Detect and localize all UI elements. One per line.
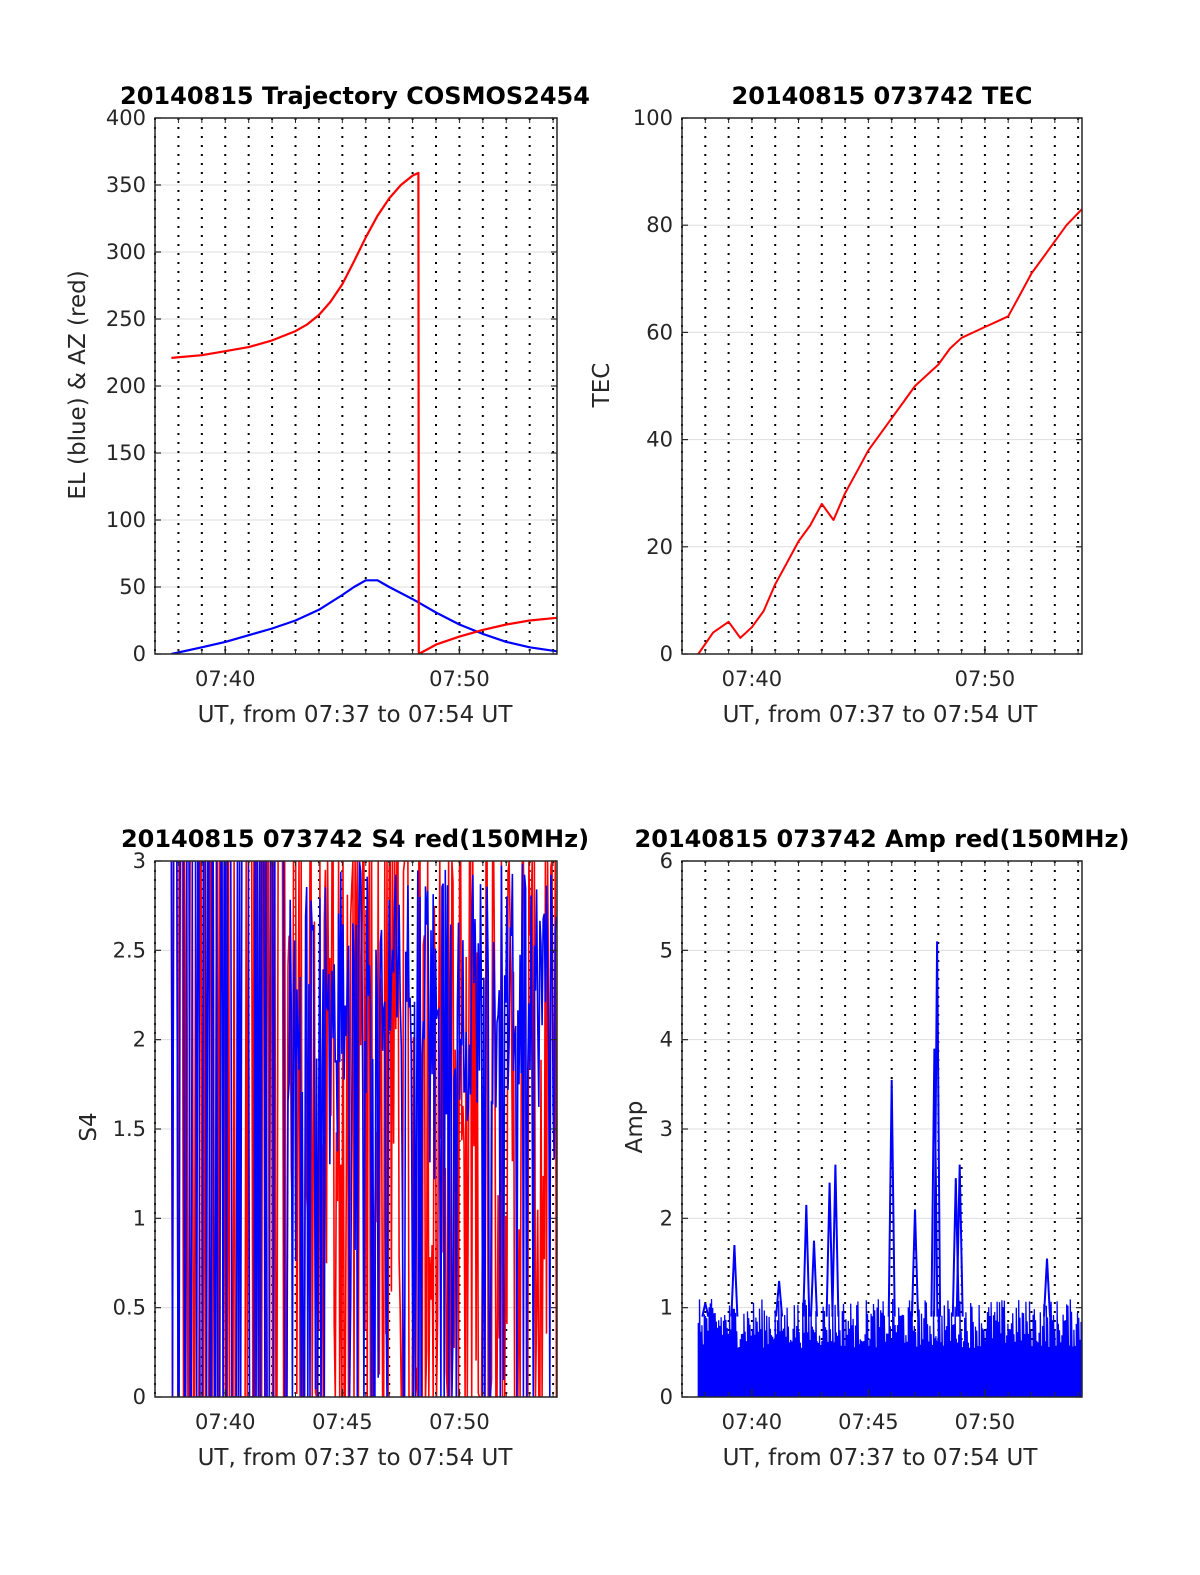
y-tick-label: 0 bbox=[133, 1385, 146, 1409]
y-tick-label: 4 bbox=[660, 1028, 673, 1052]
y-tick-label: 6 bbox=[660, 849, 673, 873]
y-tick-label: 80 bbox=[646, 213, 673, 237]
y-tick-label: 40 bbox=[646, 428, 673, 452]
series-line-0 bbox=[697, 1298, 1082, 1397]
y-tick-label: 400 bbox=[106, 106, 146, 130]
y-tick-label: 1 bbox=[133, 1206, 146, 1230]
peak-4 bbox=[810, 1240, 818, 1317]
x-tick-label: 07:40 bbox=[722, 667, 783, 691]
chart-trajectory: 20140815 Trajectory COSMOS2454 EL (blue)… bbox=[65, 82, 590, 728]
y-axis-label: EL (blue) & AZ (red) bbox=[65, 270, 91, 499]
y-tick-label: 350 bbox=[106, 173, 146, 197]
x-tick-label: 07:50 bbox=[429, 667, 490, 691]
x-tick-label: 07:50 bbox=[429, 1410, 490, 1434]
peak-2 bbox=[775, 1280, 784, 1317]
chart-amp: 20140815 073742 Amp red(150MHz) Amp UT, … bbox=[622, 825, 1129, 1471]
y-tick-label: 0 bbox=[133, 642, 146, 666]
y-tick-label: 20 bbox=[646, 535, 673, 559]
peak-13 bbox=[1043, 1258, 1051, 1317]
axes-box bbox=[681, 117, 1083, 655]
data-layer bbox=[171, 171, 557, 654]
peak-7 bbox=[887, 1079, 896, 1317]
y-tick-label: 60 bbox=[646, 320, 673, 344]
y-tick-label: 1.5 bbox=[113, 1117, 146, 1141]
peak-0 bbox=[701, 1302, 710, 1317]
x-tick-label: 07:50 bbox=[955, 667, 1016, 691]
y-tick-label: 250 bbox=[106, 307, 146, 331]
series-line-0 bbox=[170, 861, 557, 1397]
peak-5 bbox=[825, 1182, 834, 1317]
y-tick-label: 150 bbox=[106, 441, 146, 465]
x-tick-label: 07:40 bbox=[722, 1410, 783, 1434]
y-tick-label: 3 bbox=[660, 1117, 673, 1141]
plot-area: 0 1 2 3 4 5 6 07:40 07:45 07:50 bbox=[660, 849, 1083, 1434]
y-tick-label: 0 bbox=[660, 642, 673, 666]
peak-10 bbox=[933, 941, 942, 1317]
peak-12 bbox=[955, 1164, 964, 1317]
chart-title: 20140815 Trajectory COSMOS2454 bbox=[120, 82, 590, 110]
chart-title: 20140815 073742 S4 red(150MHz) bbox=[121, 825, 589, 853]
y-tick-label: 100 bbox=[106, 508, 146, 532]
series-line-0 bbox=[171, 579, 557, 654]
series-line-0 bbox=[697, 208, 1082, 654]
y-tick-label: 300 bbox=[106, 240, 146, 264]
x-tick-label: 07:45 bbox=[312, 1410, 373, 1434]
x-tick-label: 07:45 bbox=[838, 1410, 899, 1434]
y-tick-label: 2 bbox=[660, 1206, 673, 1230]
y-tick-label: 2 bbox=[133, 1028, 146, 1052]
y-axis-label: Amp bbox=[622, 1101, 648, 1154]
peak-9 bbox=[930, 1048, 939, 1317]
y-tick-label: 1 bbox=[660, 1296, 673, 1320]
peak-6 bbox=[831, 1164, 840, 1317]
y-tick-label: 5 bbox=[660, 938, 673, 962]
x-tick-label: 07:40 bbox=[195, 667, 256, 691]
series-line-1 bbox=[171, 171, 557, 654]
y-tick-label: 0 bbox=[660, 1385, 673, 1409]
x-tick-label: 07:50 bbox=[955, 1410, 1016, 1434]
y-tick-label: 50 bbox=[119, 575, 146, 599]
chart-title: 20140815 073742 TEC bbox=[732, 82, 1033, 110]
y-tick-label: 3 bbox=[133, 849, 146, 873]
plot-area: 0 50 100 150 200 250 300 350 400 07:40 07:50 bbox=[106, 106, 558, 691]
chart-s4: 20140815 073742 S4 red(150MHz) S4 UT, fr… bbox=[76, 825, 589, 1471]
y-axis-label: S4 bbox=[76, 1112, 102, 1141]
plot-area: 0 20 40 60 80 100 07:40 07:50 bbox=[633, 106, 1083, 691]
x-axis-label: UT, from 07:37 to 07:54 UT bbox=[723, 1445, 1039, 1471]
plot-area: 0 0.5 1 1.5 2 2.5 3 07:40 07:45 07:50 bbox=[113, 849, 558, 1434]
x-tick-label: 07:40 bbox=[195, 1410, 256, 1434]
y-axis-label: TEC bbox=[589, 363, 615, 409]
chart-title: 20140815 073742 Amp red(150MHz) bbox=[635, 825, 1130, 853]
y-tick-label: 0.5 bbox=[113, 1296, 146, 1320]
series-line-1 bbox=[170, 861, 557, 1397]
data-layer bbox=[697, 208, 1082, 654]
peak-1 bbox=[730, 1245, 739, 1317]
chart-tec: 20140815 073742 TEC TEC UT, from 07:37 t… bbox=[589, 82, 1083, 728]
data-layer bbox=[697, 941, 1082, 1397]
x-axis-label: UT, from 07:37 to 07:54 UT bbox=[723, 702, 1039, 728]
x-axis-label: UT, from 07:37 to 07:54 UT bbox=[198, 702, 514, 728]
y-tick-label: 200 bbox=[106, 374, 146, 398]
y-tick-label: 100 bbox=[633, 106, 673, 130]
peak-3 bbox=[802, 1204, 811, 1317]
x-axis-label: UT, from 07:37 to 07:54 UT bbox=[198, 1445, 514, 1471]
y-tick-label: 2.5 bbox=[113, 938, 146, 962]
peak-8 bbox=[911, 1209, 919, 1317]
data-layer bbox=[170, 861, 557, 1397]
